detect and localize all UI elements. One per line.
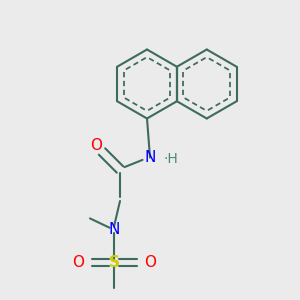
Text: S: S (109, 255, 119, 270)
Text: N: N (144, 150, 156, 165)
Text: N: N (108, 222, 120, 237)
Text: O: O (72, 255, 84, 270)
Text: O: O (90, 138, 102, 153)
Text: O: O (144, 255, 156, 270)
Text: ·H: ·H (164, 152, 178, 166)
